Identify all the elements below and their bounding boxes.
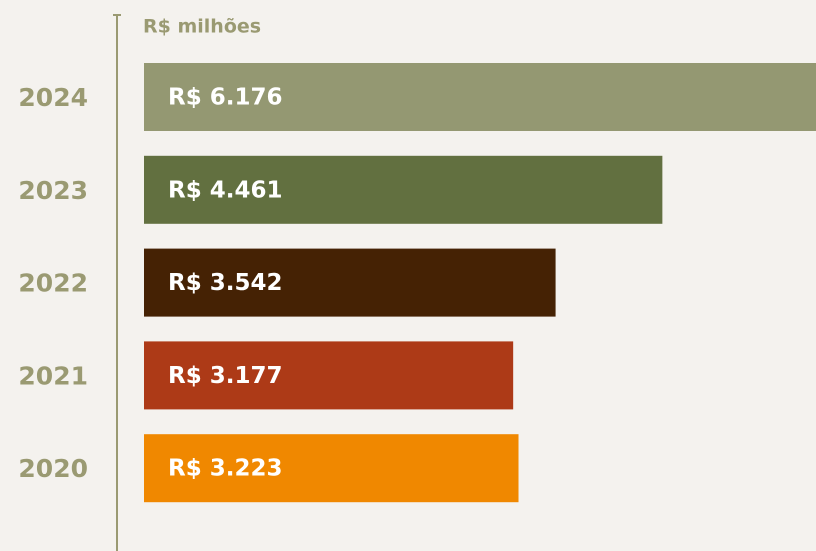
category-label: 2023 [18, 176, 88, 205]
category-label: 2024 [18, 83, 88, 112]
value-label: R$ 6.176 [168, 85, 282, 111]
category-label: 2022 [18, 269, 88, 298]
category-label: 2020 [18, 454, 88, 483]
category-label: 2021 [18, 361, 88, 390]
bar [144, 248, 556, 317]
bar [144, 63, 816, 131]
bar [144, 155, 663, 224]
value-label: R$ 3.223 [168, 456, 282, 482]
bar [144, 341, 514, 410]
bar [144, 434, 519, 503]
value-label: R$ 4.461 [168, 177, 282, 203]
value-label: R$ 3.542 [168, 270, 282, 296]
value-label: R$ 3.177 [168, 363, 282, 389]
axis-label: R$ milhões [143, 16, 261, 38]
